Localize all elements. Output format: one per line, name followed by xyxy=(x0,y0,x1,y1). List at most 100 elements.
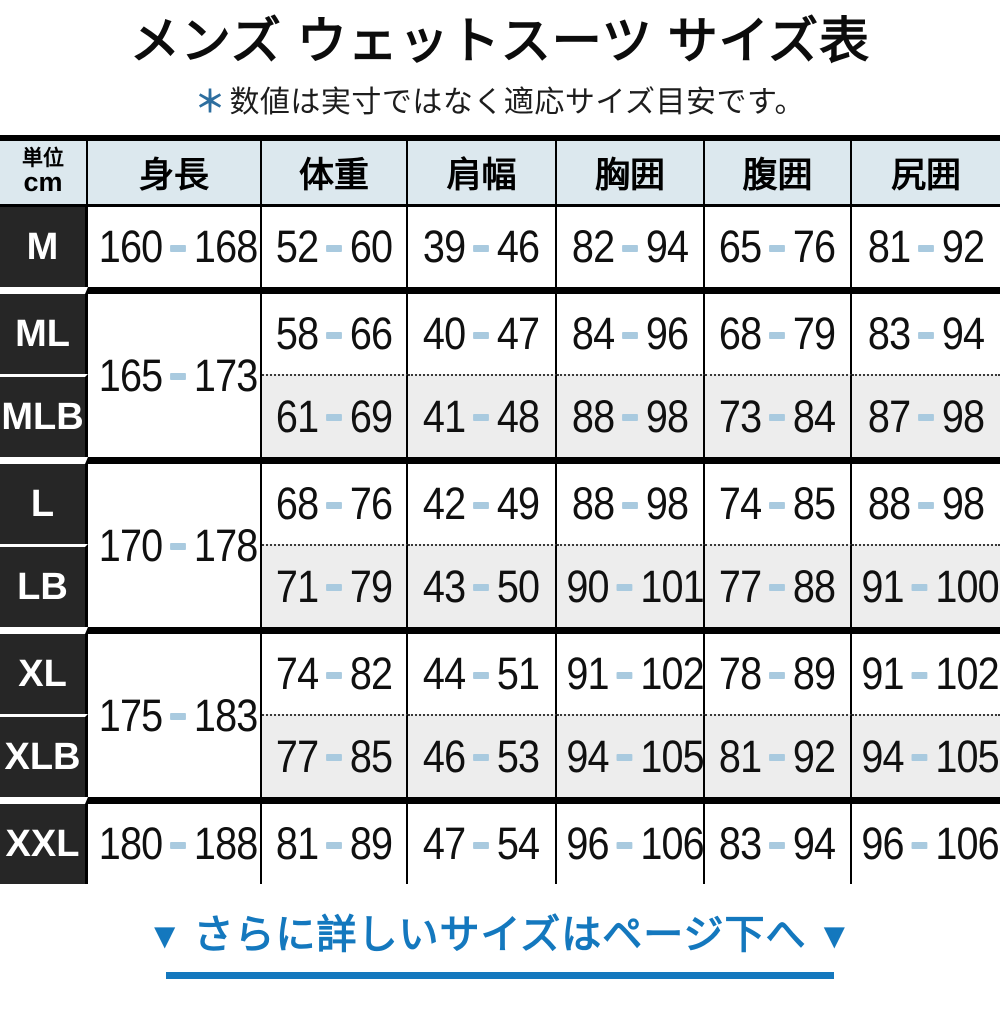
range-min: 65 xyxy=(719,221,762,272)
range-max: 102 xyxy=(935,648,999,699)
page-title: メンズ ウェットスーツ サイズ表 xyxy=(129,13,871,69)
unit-cm-label: cm xyxy=(23,167,63,198)
range-max: 47 xyxy=(497,308,540,359)
range-min: 88 xyxy=(571,478,615,529)
range-dash-icon xyxy=(911,584,928,591)
footer-jump-link[interactable]: ▼ さらに詳しいサイズはページ下へ ▼ xyxy=(0,902,1000,960)
table-row-MLB: MLB 61 69 41 48 88 98 73 84 87 98 xyxy=(0,374,1000,457)
down-triangle-left-icon: ▼ xyxy=(146,915,184,956)
range-value: 91 102 xyxy=(566,648,704,700)
range-cell: 91 102 xyxy=(852,627,1000,714)
range-value: 180 188 xyxy=(99,818,258,870)
range-min: 42 xyxy=(423,478,466,529)
range-dash-icon xyxy=(769,331,786,339)
range-cell: 83 94 xyxy=(852,287,1000,374)
range-max: 89 xyxy=(793,648,836,699)
range-cell: 68 79 xyxy=(705,287,852,374)
range-cell: 71 79 xyxy=(262,544,408,627)
range-max: 76 xyxy=(793,221,836,272)
range-value: 61 69 xyxy=(276,391,393,443)
range-max: 54 xyxy=(497,818,540,869)
range-value: 52 60 xyxy=(276,221,393,273)
column-header-chest: 胸囲 xyxy=(557,141,705,207)
range-value: 88 98 xyxy=(867,478,985,530)
range-value: 65 76 xyxy=(719,221,836,273)
range-min: 94 xyxy=(861,730,904,782)
range-min: 68 xyxy=(719,308,762,359)
range-max: 89 xyxy=(349,818,393,869)
range-cell: 91 100 xyxy=(852,544,1000,627)
range-value: 88 98 xyxy=(571,478,689,530)
range-cell: 46 53 xyxy=(408,714,557,797)
range-min: 88 xyxy=(867,478,911,529)
range-min: 180 xyxy=(98,818,163,869)
range-min: 74 xyxy=(719,478,762,529)
range-value: 73 84 xyxy=(719,391,836,443)
range-min: 90 xyxy=(566,560,609,612)
size-label-XXL: XXL xyxy=(0,797,88,884)
range-dash-icon xyxy=(170,543,187,550)
range-value: 47 54 xyxy=(423,818,540,870)
range-dash-icon xyxy=(911,754,928,761)
table-row-ML: ML 165 173 58 66 40 47 84 96 68 79 83 94 xyxy=(0,287,1000,457)
range-max: 85 xyxy=(793,478,836,529)
range-cell: 58 66 xyxy=(262,287,408,374)
size-label-XLB: XLB xyxy=(0,714,88,797)
size-chart-table: 単位 cm 身長 体重 肩幅 胸囲 腹囲 尻囲 M 160 168 52 60 39 46 8… xyxy=(0,135,1000,884)
range-value: 160 168 xyxy=(99,221,258,273)
range-value: 68 76 xyxy=(276,478,393,530)
range-cell: 42 49 xyxy=(408,457,557,544)
range-value: 40 47 xyxy=(423,308,540,360)
range-value: 165 173 xyxy=(99,350,258,402)
range-min: 82 xyxy=(571,221,615,272)
range-cell: 88 98 xyxy=(557,457,705,544)
range-dash-icon xyxy=(911,841,928,849)
range-dash-icon xyxy=(918,244,934,252)
range-min: 94 xyxy=(566,730,609,782)
range-min: 91 xyxy=(861,648,904,699)
footer-underline xyxy=(166,972,834,979)
range-max: 92 xyxy=(793,730,836,782)
range-min: 88 xyxy=(571,390,615,442)
column-header-height: 身長 xyxy=(88,141,262,207)
range-dash-icon xyxy=(326,584,342,591)
range-cell: 52 60 xyxy=(262,207,408,287)
range-dash-icon xyxy=(473,754,490,761)
range-dash-icon xyxy=(326,671,342,679)
range-dash-icon xyxy=(170,841,187,849)
range-min: 78 xyxy=(719,648,762,699)
range-min: 81 xyxy=(867,221,911,272)
range-max: 88 xyxy=(793,560,836,612)
range-value: 81 89 xyxy=(275,818,393,870)
asterisk-icon: ＊ xyxy=(194,86,226,119)
range-min: 71 xyxy=(275,560,319,612)
range-max: 82 xyxy=(349,648,393,699)
range-max: 173 xyxy=(193,349,258,401)
range-value: 91 102 xyxy=(861,648,999,700)
range-max: 106 xyxy=(640,818,704,869)
range-value: 77 85 xyxy=(276,731,393,783)
range-min: 96 xyxy=(566,818,609,869)
range-cell: 68 76 xyxy=(262,457,408,544)
range-min: 170 xyxy=(98,519,163,571)
range-value: 46 53 xyxy=(423,731,540,783)
range-max: 76 xyxy=(349,478,393,529)
height-range-cell: 165 173 xyxy=(88,287,262,457)
range-cell: 87 98 xyxy=(852,374,1000,457)
range-value: 96 106 xyxy=(861,818,999,870)
range-dash-icon xyxy=(473,244,490,252)
range-cell: 73 84 xyxy=(705,374,852,457)
range-value: 82 94 xyxy=(571,221,689,273)
range-dash-icon xyxy=(918,501,934,509)
range-max: 46 xyxy=(497,221,540,272)
range-value: 71 79 xyxy=(275,560,393,613)
range-max: 98 xyxy=(645,478,689,529)
range-max: 105 xyxy=(935,730,999,782)
range-max: 188 xyxy=(193,818,258,869)
range-max: 50 xyxy=(497,560,540,612)
range-min: 81 xyxy=(275,818,319,869)
range-dash-icon xyxy=(326,331,342,339)
size-label-XL: XL xyxy=(0,627,88,714)
range-min: 87 xyxy=(867,390,911,442)
column-header-shoulder: 肩幅 xyxy=(408,141,557,207)
